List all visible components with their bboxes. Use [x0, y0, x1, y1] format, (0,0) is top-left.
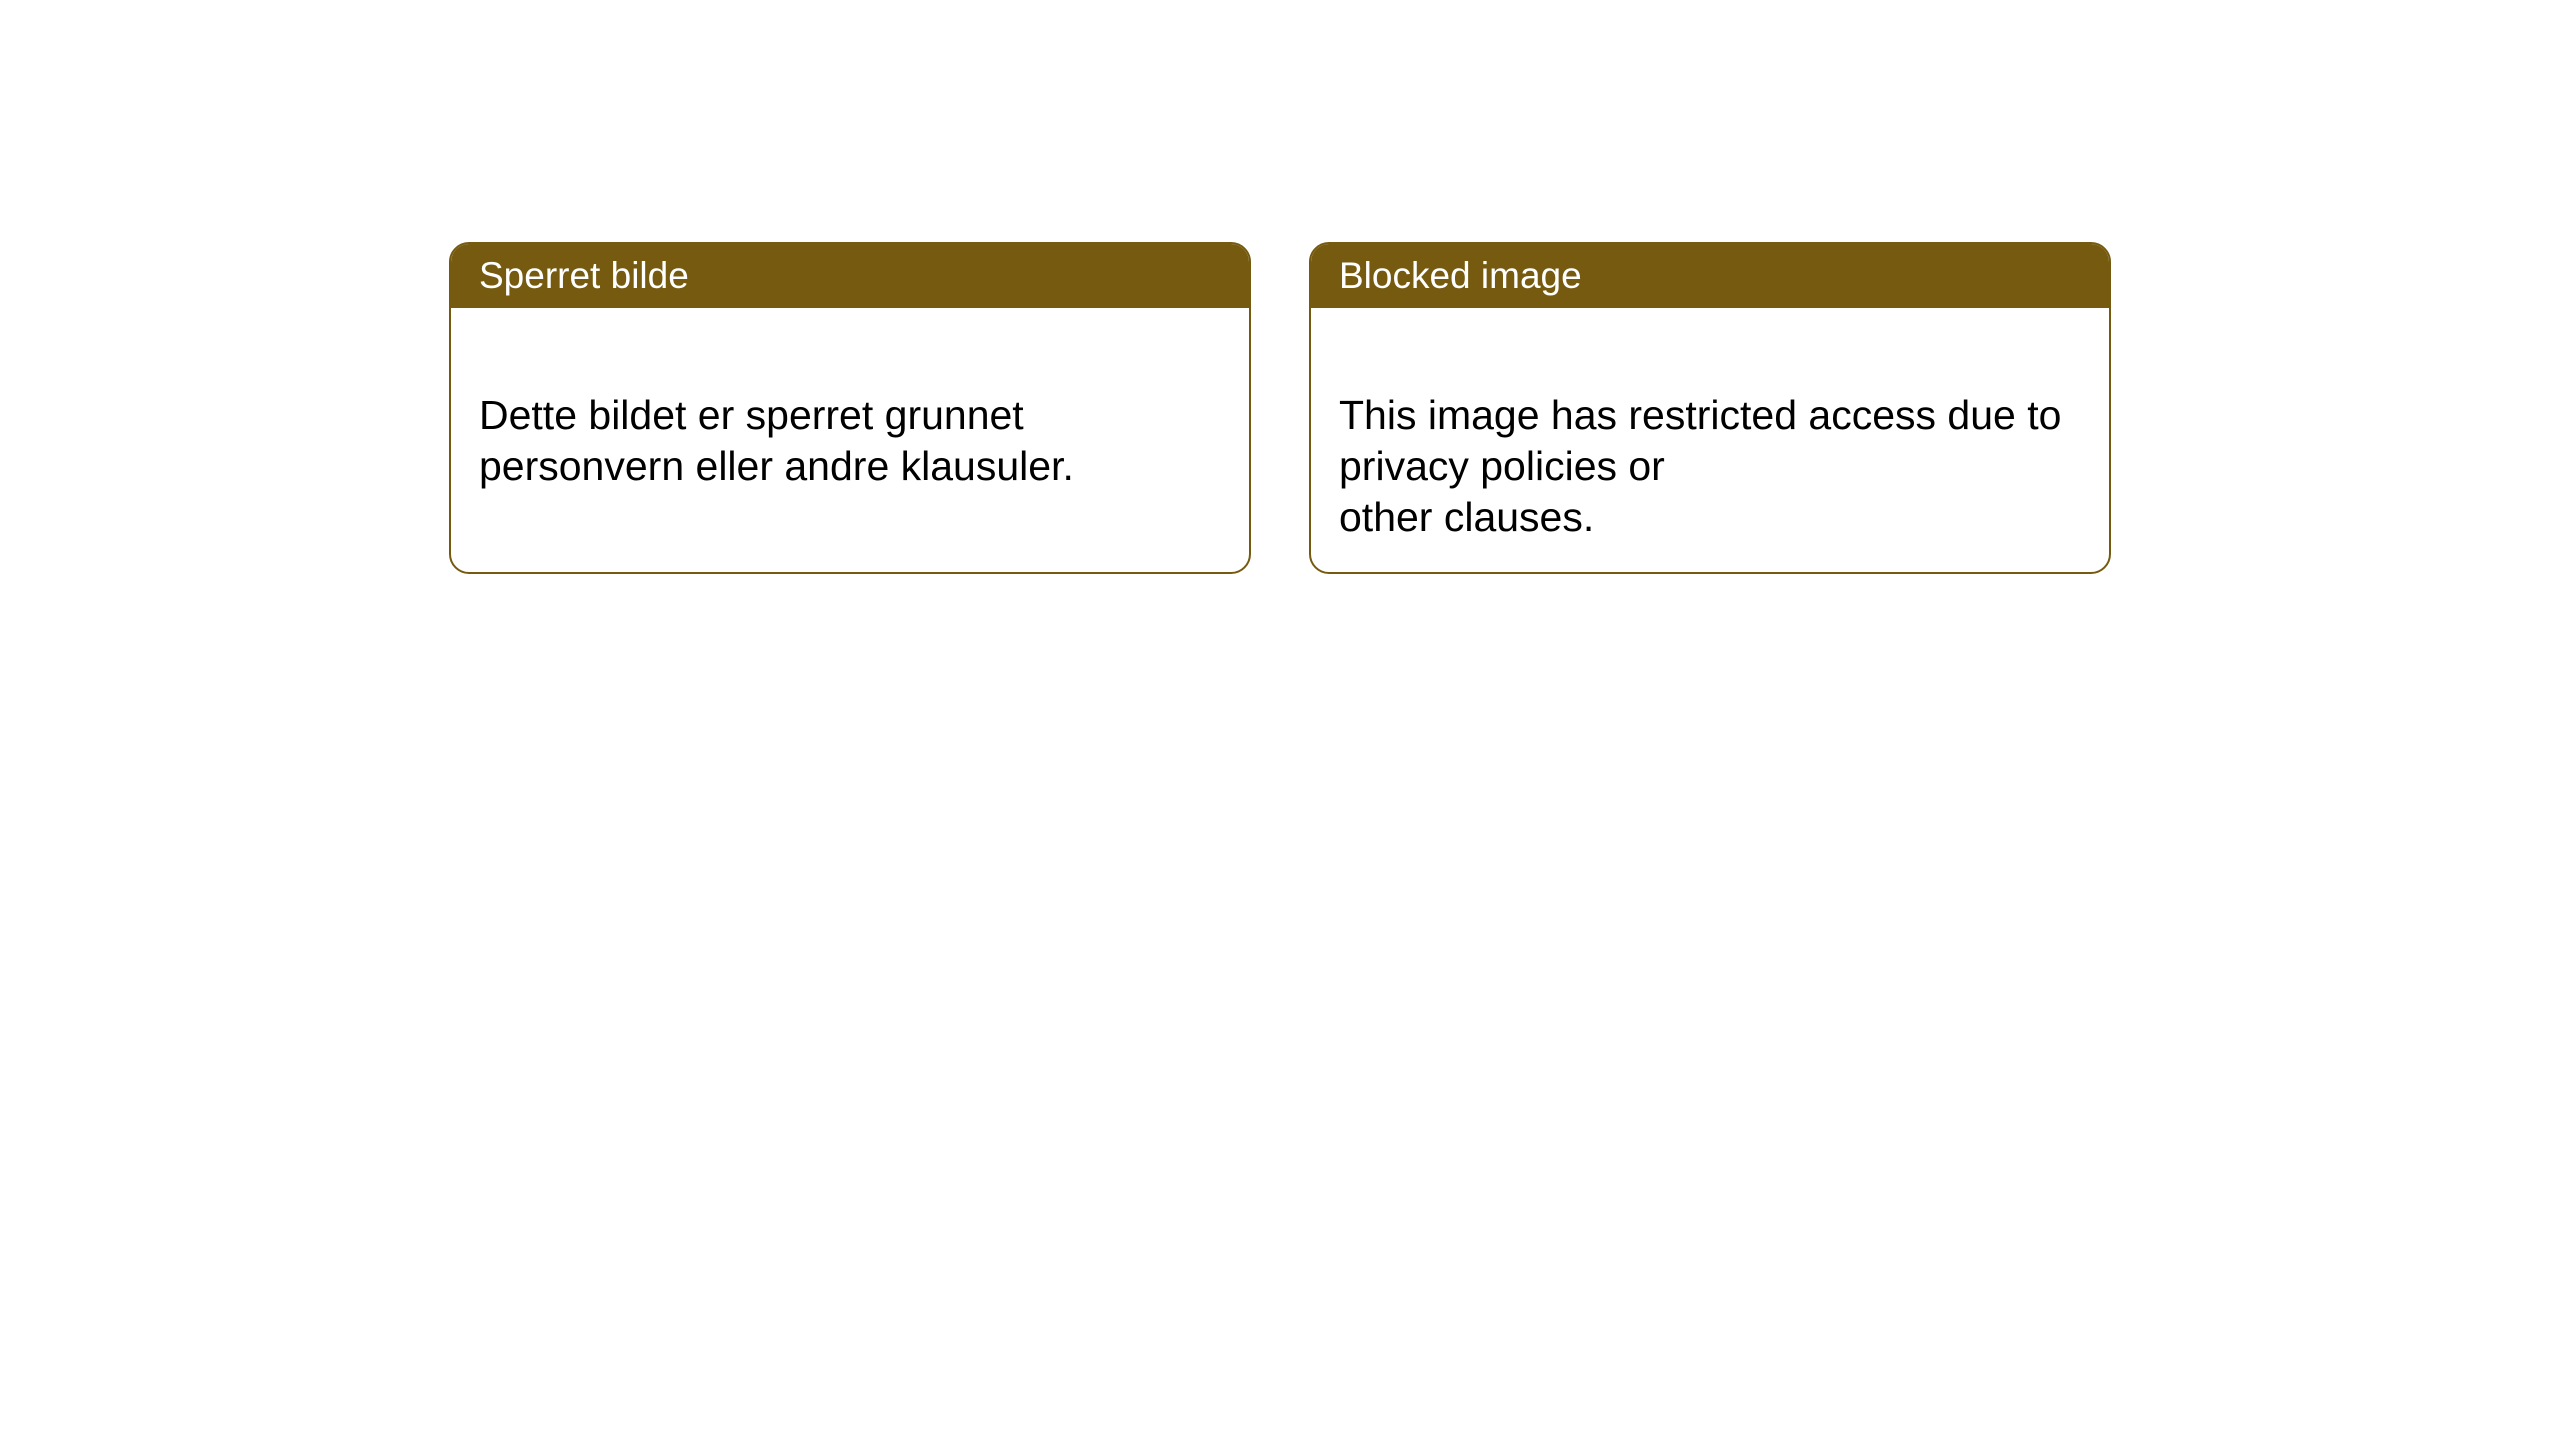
notice-card-english: Blocked image This image has restricted … — [1309, 242, 2111, 574]
notice-container: Sperret bilde Dette bildet er sperret gr… — [449, 242, 2111, 574]
card-body: This image has restricted access due to … — [1311, 308, 2109, 573]
card-body-text: Dette bildet er sperret grunnet personve… — [479, 392, 1074, 489]
card-title: Sperret bilde — [479, 255, 689, 296]
notice-card-norwegian: Sperret bilde Dette bildet er sperret gr… — [449, 242, 1251, 574]
card-header: Blocked image — [1311, 244, 2109, 308]
card-title: Blocked image — [1339, 255, 1582, 296]
card-header: Sperret bilde — [451, 244, 1249, 308]
card-body-text: This image has restricted access due to … — [1339, 392, 2061, 541]
card-body: Dette bildet er sperret grunnet personve… — [451, 308, 1249, 522]
